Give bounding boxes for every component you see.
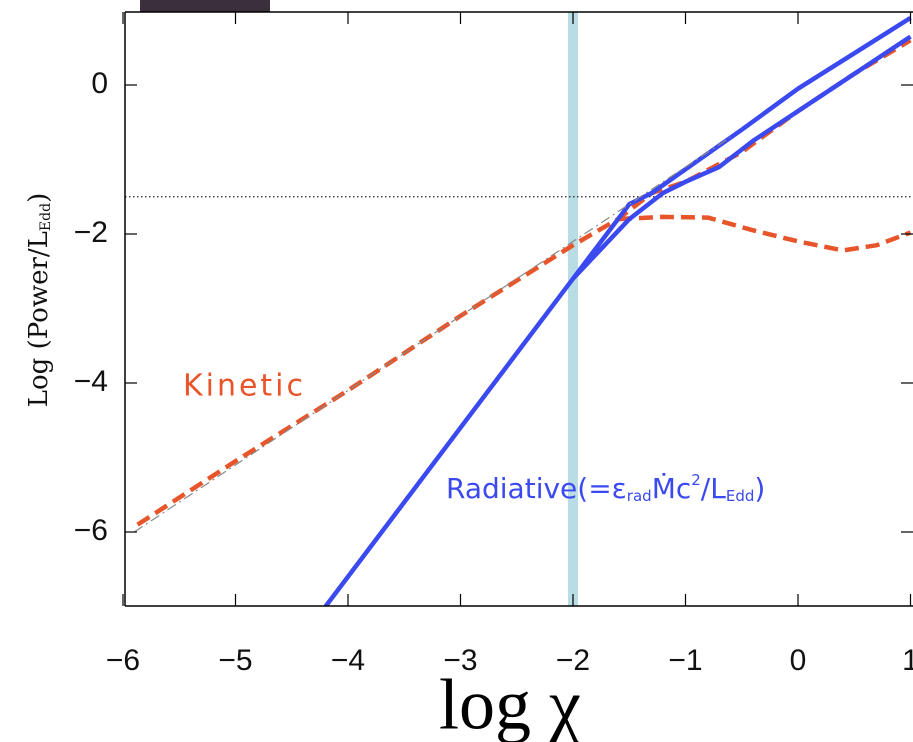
x-tick-label: −4	[331, 644, 365, 677]
y-axis-label-part: Edd	[38, 203, 54, 231]
x-tick-label: 1	[902, 644, 913, 677]
y-axis-label-part: Log (Power/L	[24, 231, 54, 407]
series-label: Kinetic	[183, 369, 303, 404]
series-line	[323, 15, 912, 606]
series-line	[136, 38, 912, 527]
x-tick-label: −6	[106, 644, 140, 677]
series-label-part: Edd	[726, 487, 755, 505]
series-label-part: /L	[701, 472, 726, 505]
series-label-part: (=	[577, 472, 611, 505]
series-label-part: ε	[612, 472, 627, 505]
series-line	[133, 136, 731, 533]
series-label-part: Radiative	[446, 472, 577, 505]
x-axis-label: log χ	[439, 665, 581, 742]
series-label-part: 2	[691, 471, 701, 489]
series-label: Radiative(=εradṀc2/LEdd)	[446, 471, 765, 506]
x-tick-label: 0	[790, 644, 807, 677]
reference-band	[568, 12, 578, 606]
series-label-part: Ṁc	[652, 472, 692, 505]
y-axis-label: Log (Power/LEdd)	[24, 193, 54, 407]
x-tick-label: −3	[443, 644, 477, 677]
y-axis-label-part: )	[24, 193, 54, 203]
x-tick-label: −1	[668, 644, 702, 677]
series-label-part: rad	[627, 487, 652, 505]
x-tick-label: −5	[218, 644, 252, 677]
series-label-part: )	[754, 472, 765, 505]
y-tick-label: −4	[74, 365, 108, 398]
x-tick-label: −2	[556, 644, 590, 677]
y-tick-label: −2	[74, 216, 108, 249]
y-tick-label: 0	[91, 67, 108, 100]
image-strip	[140, 0, 270, 12]
y-tick-label: −6	[74, 514, 108, 547]
plot-area	[125, 12, 913, 606]
